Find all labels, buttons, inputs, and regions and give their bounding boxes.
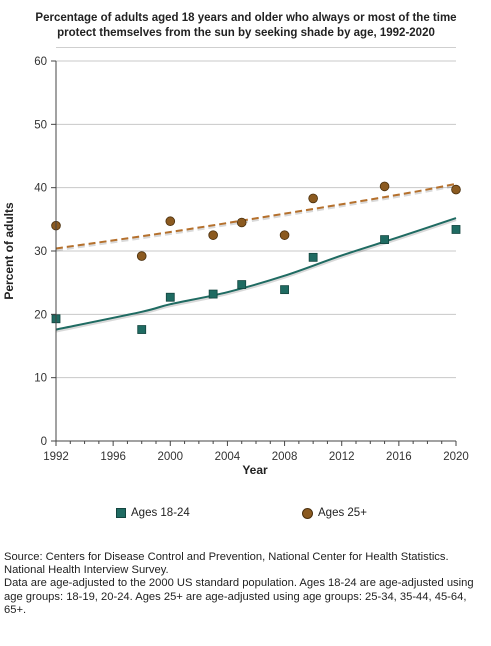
data-point-ages-25-plus: [208, 230, 218, 240]
data-point-ages-25-plus: [279, 230, 290, 240]
x-tick-label: 1996: [100, 451, 126, 463]
gridlines: [56, 60, 456, 379]
x-tick-label: 2020: [443, 451, 469, 463]
x-tick-label: 2008: [272, 451, 298, 463]
x-tick-label: 2012: [329, 451, 355, 463]
square-marker-icon: [116, 508, 126, 518]
y-axis-label: Percent of adults: [2, 202, 16, 300]
y-tick-label: 60: [34, 56, 47, 68]
y-tick-label: 50: [34, 119, 47, 131]
line-chart: 0 10 20 30 40 50 60 1992 1996 2000 2004 2008 2012 201…: [2, 56, 469, 477]
y-tick-label: 20: [34, 309, 47, 321]
data-point-ages-18-24: [208, 289, 218, 299]
x-tick-label: 2000: [157, 451, 183, 463]
legend-item-ages-25-plus: Ages 25+: [302, 507, 367, 519]
x-tick-label: 1992: [43, 451, 69, 463]
legend-label: Ages 18-24: [131, 507, 190, 519]
data-point-ages-18-24: [165, 292, 175, 302]
legend-label: Ages 25+: [318, 507, 367, 519]
chart-notes: Source: Centers for Disease Control and …: [4, 551, 488, 617]
chart-title: Percentage of adults aged 18 years and o…: [35, 12, 457, 39]
trend-line-shadow: [55, 183, 457, 252]
data-point-ages-18-24: [280, 285, 289, 295]
data-point-ages-25-plus: [379, 181, 390, 192]
x-tick-label: 2004: [215, 451, 241, 463]
title-divider: [56, 47, 456, 48]
legend-item-ages-18-24: Ages 18-24: [116, 507, 190, 519]
methodology-note: Data are age-adjusted to the 2000 US sta…: [4, 577, 474, 616]
data-point-ages-25-plus: [451, 184, 461, 195]
y-tick-label: 30: [34, 246, 47, 258]
y-tick-label: 10: [34, 373, 47, 385]
y-tick-label: 40: [34, 183, 47, 195]
data-point-ages-25-plus: [308, 193, 318, 204]
trend-lines: [55, 182, 457, 333]
data-point-ages-18-24: [308, 252, 318, 262]
x-tick-label: 2016: [386, 451, 412, 463]
data-point-ages-25-plus: [136, 251, 147, 261]
circle-marker-icon: [302, 507, 313, 519]
data-points: [51, 181, 461, 334]
data-point-ages-18-24: [237, 280, 247, 289]
x-axis-label: Year: [242, 463, 268, 477]
y-tick-label: 0: [41, 436, 47, 448]
data-point-ages-18-24: [137, 325, 147, 334]
trend-line-ages-18-24: [55, 217, 457, 331]
data-point-ages-18-24: [451, 225, 461, 234]
source-note: Source: Centers for Disease Control and …: [4, 551, 449, 577]
axes: 0 10 20 30 40 50 60 1992 1996 2000 2004 2008 2012 201…: [34, 56, 469, 463]
data-point-ages-25-plus: [236, 217, 247, 228]
trend-line-shadow: [55, 218, 457, 333]
trend-line-ages-25-plus: [55, 182, 457, 250]
data-point-ages-25-plus: [165, 216, 176, 227]
data-point-ages-18-24: [380, 235, 389, 245]
